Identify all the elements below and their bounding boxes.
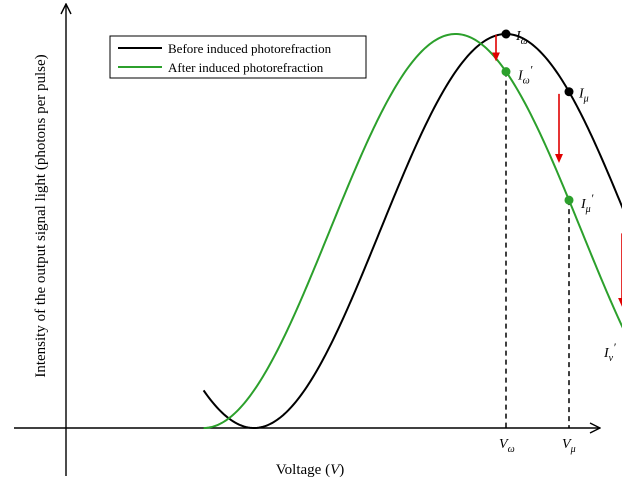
x-tick-label-mu: Vμ <box>562 437 576 455</box>
point-before-omega <box>501 29 511 39</box>
x-tick-labels: VωVμVν <box>499 437 576 455</box>
x-tick-label-omega: Vω <box>499 437 515 455</box>
legend: Before induced photorefraction After ind… <box>109 35 367 79</box>
guide-lines <box>505 71 570 428</box>
legend-box <box>109 35 367 79</box>
legend-label-after: After induced photorefraction <box>168 60 324 75</box>
point-after-omega <box>501 67 511 77</box>
shift-arrows <box>492 34 622 307</box>
point-label-after-mu: Iμ′ <box>580 191 594 215</box>
point-before-mu <box>564 87 574 97</box>
series-after-line <box>203 33 622 429</box>
point-label-before-mu: Iμ <box>578 87 589 105</box>
point-label-after-nu: Iν′ <box>603 340 616 364</box>
point-after-mu <box>564 195 574 205</box>
point-label-after-omega: Iω′ <box>517 63 533 87</box>
x-axis-label: Voltage (V) <box>276 462 344 478</box>
point-label-before-omega: Iω <box>515 29 528 47</box>
legend-label-before: Before induced photorefraction <box>168 41 332 56</box>
y-axis-label: Intensity of the output signal light (ph… <box>33 54 49 377</box>
